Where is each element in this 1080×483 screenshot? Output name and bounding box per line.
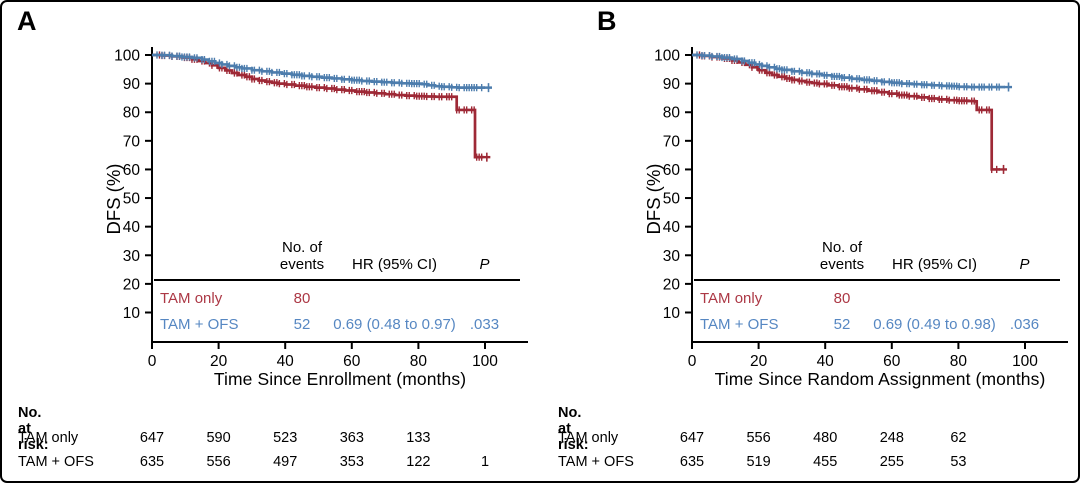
hr-header: HR (95% CI) <box>351 256 437 273</box>
series-name: TAM only <box>160 290 223 307</box>
svg-text:60: 60 <box>883 353 901 370</box>
header-rule <box>694 279 1060 281</box>
at-risk-count: 62 <box>950 430 967 446</box>
at-risk-count: 353 <box>339 454 364 470</box>
svg-text:60: 60 <box>663 162 681 179</box>
svg-text:80: 80 <box>663 105 681 122</box>
events-value: 80 <box>833 290 851 307</box>
events-header: No. of events <box>279 239 325 273</box>
at-risk-count: 53 <box>950 454 967 470</box>
svg-text:100: 100 <box>114 48 140 65</box>
svg-text:40: 40 <box>277 353 295 370</box>
header-rule <box>154 279 520 281</box>
svg-text:40: 40 <box>817 353 835 370</box>
svg-text:10: 10 <box>123 305 141 322</box>
svg-text:50: 50 <box>663 191 681 208</box>
at-risk-series-name: TAM only <box>558 430 619 446</box>
at-risk-series-name: TAM + OFS <box>558 454 634 470</box>
at-risk-title: No. at risk: <box>558 405 589 453</box>
svg-text:90: 90 <box>663 76 681 93</box>
svg-text:80: 80 <box>123 105 141 122</box>
svg-text:60: 60 <box>343 353 361 370</box>
at-risk-count: 635 <box>679 454 705 470</box>
svg-text:80: 80 <box>410 353 428 370</box>
at-risk-count: 363 <box>339 430 364 446</box>
at-risk-count: 635 <box>139 454 165 470</box>
svg-text:20: 20 <box>663 276 681 293</box>
at-risk-title: No. at risk: <box>18 405 49 453</box>
at-risk-row: TAM only 647 590 523 363 133 <box>2 430 542 448</box>
panel-b-label: B <box>597 6 617 36</box>
panel-a: A DFS (%) 100 90 80 70 60 50 40 30 20 10 0 20 40 60 80… <box>2 2 542 480</box>
x-axis-label: Time Since Enrollment (months) <box>213 369 467 389</box>
at-risk-count: 133 <box>406 430 431 446</box>
at-risk-count: 556 <box>746 430 771 446</box>
hr-value: 0.69 (0.48 to 0.97) <box>333 316 456 333</box>
at-risk-count: 523 <box>273 430 298 446</box>
at-risk-row: TAM + OFS 635 556 497 353 122 1 <box>2 454 542 472</box>
at-risk-count: 647 <box>139 430 165 446</box>
svg-text:30: 30 <box>123 248 141 265</box>
svg-text:40: 40 <box>123 219 141 236</box>
svg-text:0: 0 <box>148 353 157 370</box>
at-risk-series-name: TAM only <box>18 430 79 446</box>
series-name: TAM only <box>700 290 763 307</box>
events-value: 52 <box>833 316 851 333</box>
at-risk-count: 455 <box>813 454 838 470</box>
svg-text:70: 70 <box>663 133 681 150</box>
at-risk-count: 480 <box>813 430 838 446</box>
events-header: No. of events <box>819 239 865 273</box>
hr-header: HR (95% CI) <box>891 256 977 273</box>
at-risk-count: 248 <box>879 430 904 446</box>
svg-text:80: 80 <box>950 353 968 370</box>
at-risk-count: 497 <box>273 454 298 470</box>
at-risk-count: 590 <box>206 430 231 446</box>
svg-text:0: 0 <box>688 353 697 370</box>
at-risk-count: 519 <box>746 454 771 470</box>
svg-text:100: 100 <box>472 353 498 370</box>
at-risk-count: 556 <box>206 454 231 470</box>
at-risk-row: TAM only 647 556 480 248 62 <box>542 430 1078 448</box>
p-value: .036 <box>1009 316 1040 333</box>
svg-text:60: 60 <box>123 162 141 179</box>
svg-text:20: 20 <box>750 353 768 370</box>
panel-a-label: A <box>17 6 37 36</box>
svg-text:20: 20 <box>123 276 141 293</box>
hr-value: 0.69 (0.49 to 0.98) <box>873 316 996 333</box>
series-name: TAM + OFS <box>700 316 779 333</box>
svg-text:100: 100 <box>654 48 680 65</box>
at-risk-count: 647 <box>679 430 705 446</box>
at-risk-series-name: TAM + OFS <box>18 454 94 470</box>
series-name: TAM + OFS <box>160 316 239 333</box>
p-value: .033 <box>469 316 500 333</box>
at-risk-count: 1 <box>480 454 490 470</box>
at-risk-row: TAM + OFS 635 519 455 255 53 <box>542 454 1078 472</box>
svg-text:30: 30 <box>663 248 681 265</box>
events-value: 80 <box>293 290 311 307</box>
x-axis-label: Time Since Random Assignment (months) <box>714 369 1046 389</box>
at-risk-count: 255 <box>879 454 904 470</box>
svg-text:70: 70 <box>123 133 141 150</box>
svg-text:10: 10 <box>663 305 681 322</box>
p-header: P <box>479 256 490 273</box>
at-risk-count: 122 <box>406 454 431 470</box>
panel-b: B DFS (%) 100 90 80 70 60 50 40 30 20 10 0 20 40 60 80… <box>542 2 1078 480</box>
svg-text:90: 90 <box>123 76 141 93</box>
svg-text:20: 20 <box>210 353 228 370</box>
svg-text:100: 100 <box>1012 353 1038 370</box>
svg-text:50: 50 <box>123 191 141 208</box>
svg-text:40: 40 <box>663 219 681 236</box>
p-header: P <box>1019 256 1030 273</box>
events-value: 52 <box>293 316 311 333</box>
